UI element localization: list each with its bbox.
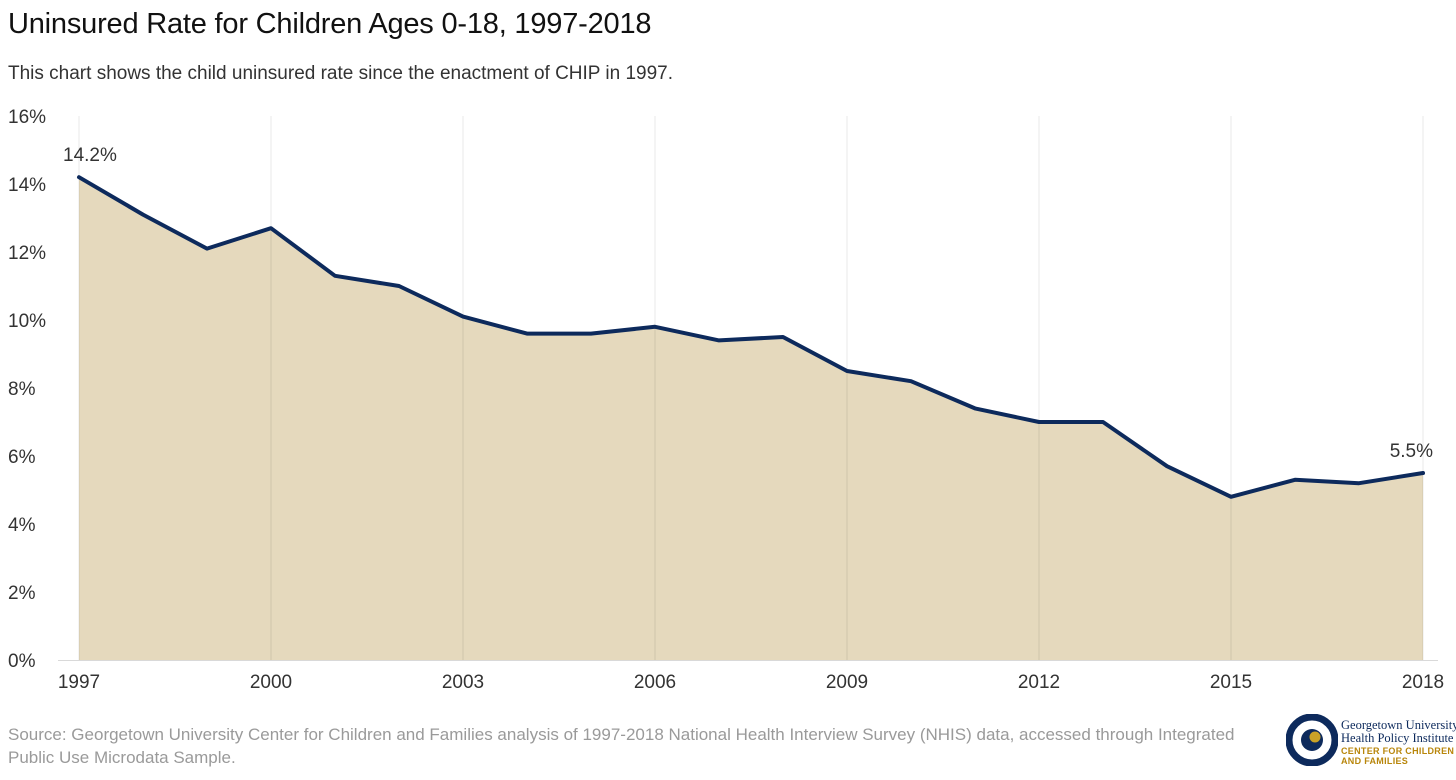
chart-subtitle: This chart shows the child uninsured rat… <box>8 63 674 84</box>
y-tick-label: 2% <box>8 583 36 604</box>
georgetown-logo: Georgetown University Health Policy Inst… <box>1285 713 1456 770</box>
x-tick-label: 2015 <box>1210 672 1252 693</box>
data-label: 14.2% <box>63 145 117 166</box>
area-fill <box>79 177 1423 660</box>
logo-title-line2: Health Policy Institute <box>1341 731 1454 745</box>
x-tick-label: 2006 <box>634 672 676 693</box>
y-tick-label: 14% <box>8 175 46 196</box>
x-tick-label: 1997 <box>58 672 100 693</box>
source-note: Source: Georgetown University Center for… <box>8 725 1235 767</box>
data-label: 5.5% <box>1390 441 1433 462</box>
logo-title-line1: Georgetown University <box>1341 718 1456 732</box>
series-line <box>77 175 1425 499</box>
y-tick-label: 12% <box>8 243 46 264</box>
x-tick-label: 2009 <box>826 672 868 693</box>
y-tick-label: 0% <box>8 651 36 672</box>
logo-sub-line2: AND FAMILIES <box>1341 756 1409 766</box>
y-tick-label: 16% <box>8 107 46 128</box>
y-tick-label: 6% <box>8 447 36 468</box>
uninsured-rate-chart: 0% 2% 4% 6% 8% 10% 12% 14% 16% 1997 2000 2003 2006 20… <box>8 107 1444 693</box>
x-tick-label: 2018 <box>1402 672 1444 693</box>
x-tick-label: 2000 <box>250 672 292 693</box>
x-tick-label: 2003 <box>442 672 484 693</box>
logo-emblem-icon <box>1285 713 1339 767</box>
y-tick-label: 10% <box>8 311 46 332</box>
y-tick-label: 4% <box>8 515 36 536</box>
logo-sub-line1: CENTER FOR CHILDREN <box>1341 746 1455 756</box>
chart-title: Uninsured Rate for Children Ages 0-18, 1… <box>8 8 652 40</box>
x-tick-label: 2012 <box>1018 672 1060 693</box>
y-tick-label: 8% <box>8 379 36 400</box>
